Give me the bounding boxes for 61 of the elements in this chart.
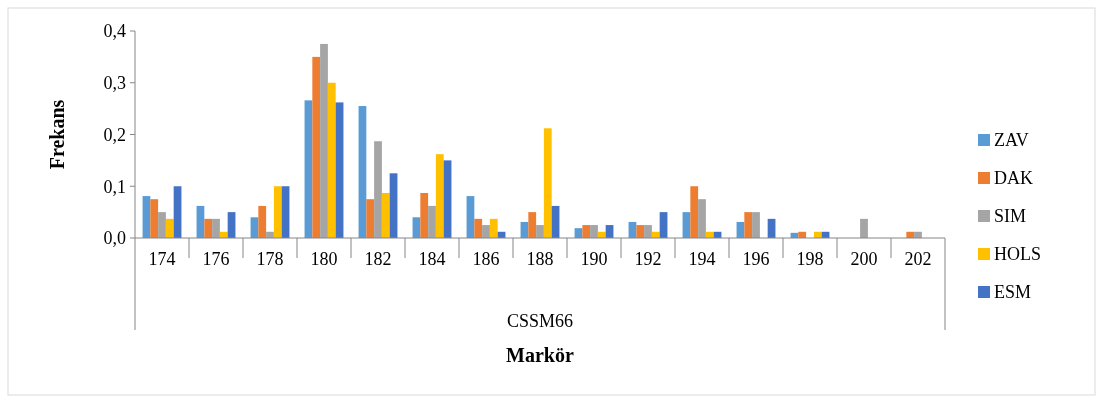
bar (381, 192, 390, 238)
x-tick-label: 176 (202, 249, 230, 269)
bar (744, 212, 753, 238)
x-tick-label: 202 (904, 249, 932, 269)
bar (489, 218, 498, 238)
bar (212, 218, 220, 238)
x-tick-label: 186 (472, 249, 500, 269)
legend-label: ESM (994, 282, 1032, 303)
x-axis-title: Markör (506, 344, 574, 366)
bar (482, 225, 490, 238)
x-tick-label: 188 (526, 249, 554, 269)
bar (335, 102, 344, 238)
legend-label: HOLS (994, 244, 1042, 265)
x-tick-label: 200 (850, 249, 878, 269)
x-tick-label: 190 (580, 249, 608, 269)
bar (690, 186, 699, 238)
bar (636, 225, 645, 238)
y-tick-label: 0,0 (103, 228, 126, 249)
bar (327, 82, 336, 238)
bar (528, 212, 537, 238)
bar (320, 43, 328, 238)
bar (428, 205, 436, 238)
x-tick-label: 198 (796, 249, 824, 269)
bar (860, 218, 868, 238)
bar (582, 225, 591, 238)
bar (165, 218, 174, 238)
x-tick-label: 174 (148, 249, 176, 269)
legend-label: ZAV (994, 130, 1029, 151)
legend-label: DAK (994, 168, 1033, 189)
x-tick-label: 182 (364, 249, 392, 269)
text: CSSM66 (506, 311, 574, 331)
x-tick-label: 180 (310, 249, 338, 269)
bar (752, 212, 760, 238)
bar (366, 199, 375, 238)
x-tick-label: 196 (742, 249, 770, 269)
bar (435, 154, 444, 238)
x-tick-label: 184 (418, 249, 446, 269)
bar (536, 225, 544, 238)
bar (204, 218, 213, 238)
y-tick-label: 0,1 (103, 176, 126, 197)
bar (158, 212, 166, 238)
x-tick-label: 178 (256, 249, 284, 269)
x-tick-label: 194 (688, 249, 716, 269)
bar (374, 141, 382, 238)
bar (590, 225, 598, 238)
bar (543, 128, 552, 238)
y-tick-label: 0,3 (103, 73, 126, 94)
legend-label: SIM (994, 206, 1027, 227)
bar (273, 186, 282, 238)
bar (420, 192, 429, 238)
y-tick-label: 0,4 (103, 21, 126, 42)
bar (304, 100, 313, 238)
x-tick-label: 192 (634, 249, 662, 269)
bar (312, 56, 321, 238)
y-tick-label: 0,2 (103, 124, 126, 145)
y-axis-title: Frekans (46, 99, 68, 170)
bar (644, 225, 652, 238)
bar (698, 199, 706, 238)
bar (474, 218, 483, 238)
bar (150, 199, 159, 238)
bar (258, 205, 267, 238)
